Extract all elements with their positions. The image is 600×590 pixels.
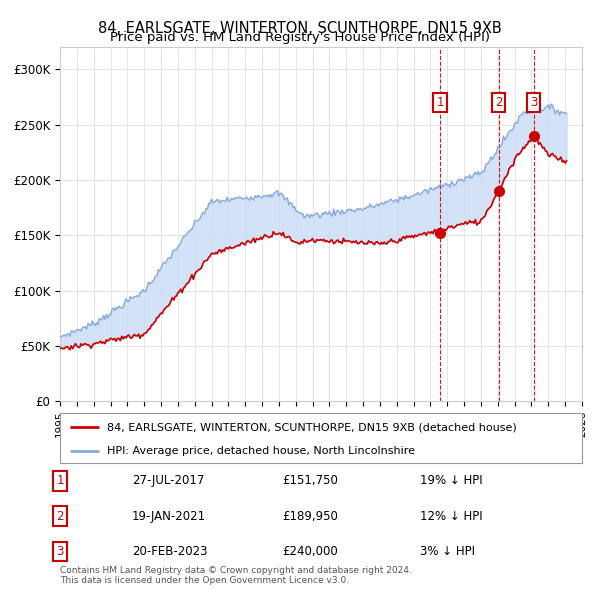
Text: 84, EARLSGATE, WINTERTON, SCUNTHORPE, DN15 9XB (detached house): 84, EARLSGATE, WINTERTON, SCUNTHORPE, DN…: [107, 422, 517, 432]
Text: 2: 2: [495, 96, 502, 109]
Text: 19% ↓ HPI: 19% ↓ HPI: [420, 474, 482, 487]
Text: 3: 3: [530, 96, 538, 109]
Text: HPI: Average price, detached house, North Lincolnshire: HPI: Average price, detached house, Nort…: [107, 445, 415, 455]
Text: 19-JAN-2021: 19-JAN-2021: [132, 510, 206, 523]
Text: 3: 3: [56, 545, 64, 558]
Text: 3% ↓ HPI: 3% ↓ HPI: [420, 545, 475, 558]
Text: Price paid vs. HM Land Registry's House Price Index (HPI): Price paid vs. HM Land Registry's House …: [110, 31, 490, 44]
Text: 12% ↓ HPI: 12% ↓ HPI: [420, 510, 482, 523]
Text: 1: 1: [436, 96, 444, 109]
Text: £189,950: £189,950: [282, 510, 338, 523]
Text: £240,000: £240,000: [282, 545, 338, 558]
Text: 20-FEB-2023: 20-FEB-2023: [132, 545, 208, 558]
Text: 27-JUL-2017: 27-JUL-2017: [132, 474, 205, 487]
Text: £151,750: £151,750: [282, 474, 338, 487]
Text: 1: 1: [56, 474, 64, 487]
Text: Contains HM Land Registry data © Crown copyright and database right 2024.
This d: Contains HM Land Registry data © Crown c…: [60, 566, 412, 585]
Text: 84, EARLSGATE, WINTERTON, SCUNTHORPE, DN15 9XB: 84, EARLSGATE, WINTERTON, SCUNTHORPE, DN…: [98, 21, 502, 35]
Text: 2: 2: [56, 510, 64, 523]
